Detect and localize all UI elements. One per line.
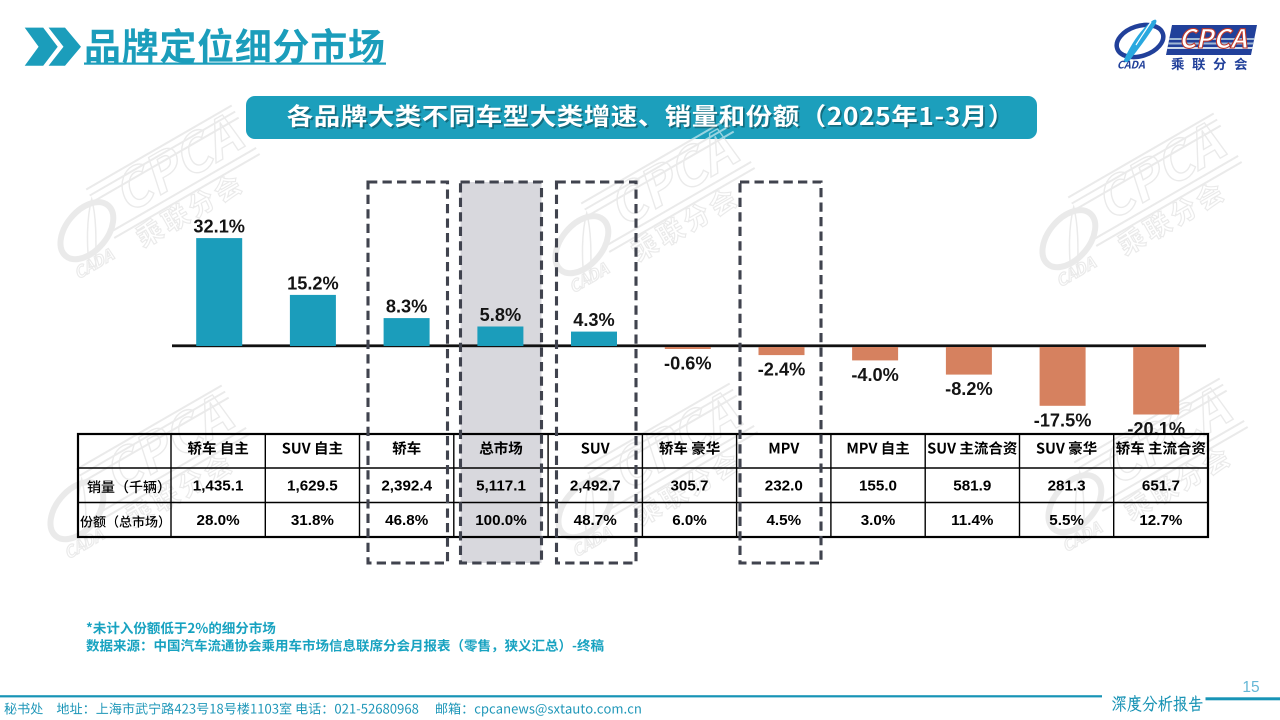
- svg-text:5.5%: 5.5%: [1049, 512, 1084, 529]
- svg-text:46.8%: 46.8%: [385, 512, 429, 529]
- svg-text:155.0: 155.0: [859, 478, 897, 495]
- svg-text:651.7: 651.7: [1142, 478, 1180, 495]
- svg-text:-2.4%: -2.4%: [758, 360, 806, 380]
- svg-text:12.7%: 12.7%: [1139, 512, 1183, 529]
- svg-text:6.0%: 6.0%: [672, 512, 707, 529]
- svg-text:4.3%: 4.3%: [573, 310, 614, 330]
- svg-text:-17.5%: -17.5%: [1034, 410, 1092, 430]
- svg-text:3.0%: 3.0%: [861, 512, 896, 529]
- svg-text:5,117.1: 5,117.1: [476, 478, 526, 495]
- svg-text:31.8%: 31.8%: [291, 512, 335, 529]
- svg-text:232.0: 232.0: [765, 478, 803, 495]
- svg-text:-8.2%: -8.2%: [945, 379, 993, 399]
- svg-text:1,629.5: 1,629.5: [287, 478, 338, 495]
- svg-text:11.4%: 11.4%: [951, 512, 994, 529]
- svg-text:281.3: 281.3: [1048, 478, 1086, 495]
- svg-text:-4.0%: -4.0%: [851, 365, 899, 385]
- svg-text:8.3%: 8.3%: [386, 297, 427, 317]
- svg-text:1,435.1: 1,435.1: [193, 478, 244, 495]
- svg-text:-20.1%: -20.1%: [1127, 419, 1185, 439]
- svg-text:305.7: 305.7: [670, 478, 708, 495]
- svg-text:32.1%: 32.1%: [193, 217, 245, 237]
- svg-text:4.5%: 4.5%: [766, 512, 801, 529]
- svg-text:15.2%: 15.2%: [287, 273, 339, 293]
- svg-text:28.0%: 28.0%: [197, 512, 241, 529]
- svg-text:15: 15: [1242, 679, 1259, 696]
- svg-text:-0.6%: -0.6%: [664, 354, 712, 374]
- svg-text:2,492.7: 2,492.7: [570, 478, 621, 495]
- svg-text:100.0%: 100.0%: [475, 512, 527, 529]
- svg-text:5.8%: 5.8%: [480, 305, 521, 325]
- svg-text:48.7%: 48.7%: [574, 512, 618, 529]
- svg-text:2,392.4: 2,392.4: [381, 478, 432, 495]
- svg-text:581.9: 581.9: [953, 478, 991, 495]
